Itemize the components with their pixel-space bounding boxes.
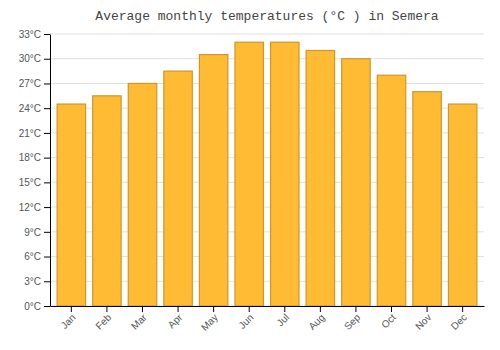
y-tick-mark [44, 232, 50, 233]
y-tick-mark [44, 281, 50, 282]
title: Average monthly temperatures (°C ) in Se… [95, 9, 438, 24]
bar [199, 55, 227, 306]
x-tick-label: Aug [306, 312, 326, 332]
x-tick-mark [462, 306, 463, 312]
x-tick: Feb [93, 306, 113, 332]
bar [271, 42, 299, 306]
y-tick-mark [44, 59, 50, 60]
x-tick-mark [249, 306, 250, 312]
x-tick-mark [355, 306, 356, 312]
x-tick-label: Mar [129, 311, 149, 331]
x-tick-label: May [199, 312, 220, 333]
y-axis-line [50, 35, 51, 307]
x-tick-mark [178, 306, 179, 312]
y-tick: 0°C [24, 301, 50, 312]
bar [342, 59, 370, 306]
x-tick: Mar [129, 306, 149, 332]
y-axis: 0°C 3°C 6°C 9°C 12°C 15°C 18°C 21°C 24°C 27°C 30°C… [19, 29, 51, 312]
y-tick-mark [44, 133, 50, 134]
grid [50, 34, 484, 306]
grid-line [50, 58, 484, 59]
x-tick: Jul [274, 306, 291, 328]
x-tick: Sep [342, 306, 363, 332]
bar [306, 50, 334, 306]
bar [128, 83, 156, 306]
x-tick: Jan [59, 306, 78, 331]
y-tick: 12°C [19, 202, 50, 213]
y-tick: 9°C [24, 227, 50, 238]
bar [448, 104, 476, 306]
y-tick-label: 9°C [24, 227, 41, 238]
x-tick: Aug [306, 306, 326, 332]
y-tick-label: 30°C [19, 53, 41, 64]
y-tick-label: 0°C [24, 301, 41, 312]
x-tick-label: Apr [166, 311, 185, 330]
y-tick: 21°C [19, 128, 50, 139]
x-tick-mark [427, 306, 428, 312]
bar [57, 104, 85, 306]
y-tick-label: 27°C [19, 78, 41, 89]
x-tick-label: Sep [342, 311, 363, 332]
y-tick: 3°C [24, 276, 50, 287]
bar [93, 96, 121, 306]
bar [164, 71, 192, 306]
y-tick: 15°C [19, 177, 50, 188]
y-tick-label: 21°C [19, 128, 41, 139]
bar [235, 42, 263, 306]
y-tick-mark [44, 207, 50, 208]
y-tick-label: 12°C [19, 202, 41, 213]
x-tick-mark [320, 306, 321, 312]
x-tick-label: Dec [449, 312, 469, 332]
plot: Jan Feb Mar Apr May Jun Jul Aug Sep Oct Nov Dec 0°C 3… [19, 29, 485, 333]
y-tick-mark [44, 108, 50, 109]
x-axis-line [51, 306, 485, 307]
y-tick-mark [44, 34, 50, 35]
y-tick-mark [44, 83, 50, 84]
x-tick: Nov [413, 306, 433, 332]
x-tick: Dec [449, 306, 469, 332]
x-tick: Jun [236, 306, 255, 331]
y-tick-mark [44, 257, 50, 258]
y-tick: 6°C [24, 251, 50, 262]
x-tick-mark [142, 306, 143, 312]
y-tick-label: 24°C [19, 103, 41, 114]
y-tick: 18°C [19, 152, 50, 163]
chart: Jan Feb Mar Apr May Jun Jul Aug Sep Oct Nov Dec 0°C 3… [0, 0, 500, 350]
x-tick: May [199, 306, 220, 333]
x-tick-mark [213, 306, 214, 312]
x-tick-mark [391, 306, 392, 312]
y-tick-label: 6°C [24, 251, 41, 262]
x-tick: Oct [379, 306, 398, 330]
y-tick-mark [44, 306, 50, 307]
y-tick-label: 15°C [19, 177, 41, 188]
x-tick-mark [71, 306, 72, 312]
x-tick-label: Oct [379, 312, 398, 331]
x-tick: Apr [166, 306, 185, 330]
x-tick-label: Jun [236, 312, 255, 331]
bar [377, 75, 405, 306]
x-tick-label: Jul [274, 312, 291, 329]
grid-line [50, 83, 484, 84]
x-axis: Jan Feb Mar Apr May Jun Jul Aug Sep Oct Nov Dec [51, 306, 485, 333]
x-tick-mark [106, 306, 107, 312]
bars [57, 42, 477, 306]
y-tick-label: 3°C [24, 276, 41, 287]
y-tick: 24°C [19, 103, 50, 114]
y-tick: 33°C [19, 29, 50, 40]
y-tick-mark [44, 158, 50, 159]
bar [413, 92, 441, 306]
y-tick-label: 18°C [19, 152, 41, 163]
x-tick-label: Jan [59, 312, 78, 331]
y-tick-label: 33°C [19, 29, 41, 40]
grid-line [50, 34, 484, 35]
y-tick: 30°C [19, 53, 50, 64]
x-tick-mark [284, 306, 285, 312]
x-tick-label: Nov [413, 312, 433, 332]
y-tick-mark [44, 182, 50, 183]
x-tick-label: Feb [93, 311, 113, 331]
y-tick: 27°C [19, 78, 50, 89]
